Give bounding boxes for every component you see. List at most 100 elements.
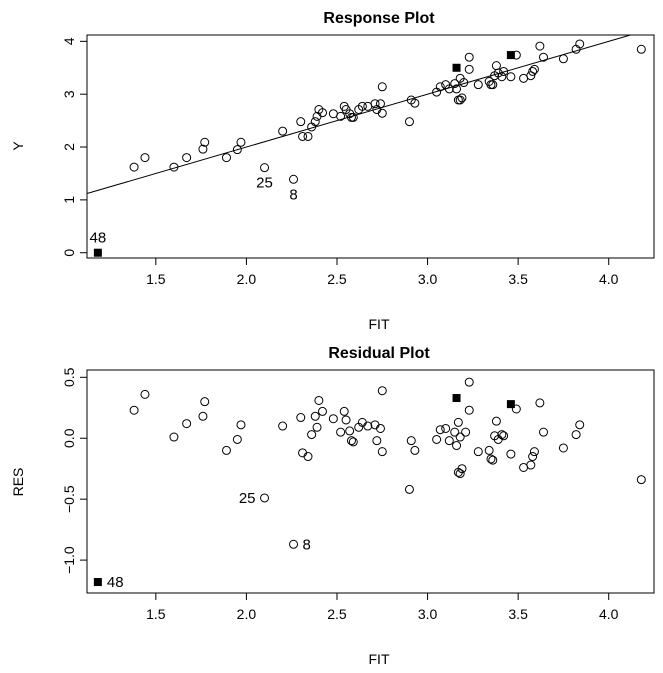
data-point: [488, 455, 498, 465]
data-point: [140, 153, 150, 163]
data-point: [636, 475, 646, 485]
point-annotation: 8: [289, 186, 297, 203]
data-point: [435, 82, 445, 92]
highlighted-point: [506, 400, 515, 409]
y-tick-label: 3: [61, 90, 77, 98]
data-point: [453, 417, 463, 427]
data-point: [278, 126, 288, 136]
x-tick-label: 3.0: [418, 271, 438, 287]
data-point: [529, 447, 539, 457]
data-point: [528, 452, 538, 462]
data-point: [499, 66, 509, 76]
y-tick-label: 1: [61, 196, 77, 204]
x-tick-label: 2.5: [327, 271, 347, 287]
x-tick-label: 2.0: [237, 606, 257, 622]
data-point: [506, 72, 516, 82]
highlighted-point: [93, 248, 102, 257]
data-point: [497, 430, 507, 440]
data-point: [455, 432, 465, 442]
y-tick-label: 4: [61, 37, 77, 45]
highlighted-point: [452, 394, 461, 403]
data-point: [200, 397, 210, 407]
response-plot-x-label: FIT: [369, 316, 390, 332]
data-point: [182, 153, 192, 163]
data-point: [441, 423, 451, 433]
x-tick-label: 2.5: [327, 606, 347, 622]
data-point: [310, 117, 320, 127]
point-annotation: 25: [256, 175, 273, 192]
residual-plot-x-label: FIT: [369, 651, 390, 667]
data-point: [406, 436, 416, 446]
data-point: [317, 406, 327, 416]
data-point: [410, 445, 420, 455]
data-point: [339, 406, 349, 416]
y-tick-label: 2: [61, 143, 77, 151]
data-point: [529, 64, 539, 74]
data-point: [535, 41, 545, 51]
data-point: [232, 145, 242, 155]
response-plot-y-axis: 0 1 2 3 4: [61, 37, 87, 257]
data-point: [538, 427, 548, 437]
data-point: [377, 447, 387, 457]
data-point: [506, 449, 516, 459]
data-point: [511, 404, 521, 414]
data-point: [484, 445, 494, 455]
data-point: [260, 163, 270, 173]
highlighted-point: [452, 63, 461, 72]
data-point: [461, 427, 471, 437]
data-point: [464, 52, 474, 62]
data-point: [169, 162, 179, 172]
data-point: [528, 66, 538, 76]
data-point: [370, 420, 380, 430]
data-point: [455, 469, 465, 479]
data-point: [491, 416, 501, 426]
data-point: [435, 425, 445, 435]
data-point: [357, 101, 367, 111]
x-tick-label: 3.5: [508, 271, 528, 287]
data-point: [289, 539, 299, 549]
data-point: [535, 398, 545, 408]
response-plot-frame: [86, 34, 655, 259]
data-point: [232, 434, 242, 444]
data-point: [375, 99, 385, 109]
data-point: [410, 98, 420, 108]
y-tick-label: 0.0: [61, 428, 77, 448]
residual-plot-points: [93, 377, 646, 587]
data-point: [499, 431, 509, 441]
residual-plot-y-label: RES: [10, 468, 26, 497]
data-point: [497, 72, 507, 82]
data-point: [363, 421, 373, 431]
x-tick-label: 1.5: [146, 606, 166, 622]
point-annotation: 48: [107, 574, 124, 591]
data-point: [636, 44, 646, 54]
data-point: [575, 420, 585, 430]
response-plot-points: [93, 39, 646, 257]
data-point: [372, 436, 382, 446]
data-point: [488, 80, 498, 90]
data-point: [444, 436, 454, 446]
data-point: [328, 414, 338, 424]
data-point: [473, 447, 483, 457]
data-point: [296, 413, 306, 423]
point-annotation: 8: [303, 536, 311, 553]
data-point: [491, 61, 501, 71]
data-point: [303, 452, 313, 462]
x-tick-label: 3.5: [508, 606, 528, 622]
data-point: [236, 420, 246, 430]
data-point: [348, 437, 358, 447]
data-point: [486, 454, 496, 464]
data-point: [526, 460, 536, 470]
data-point: [336, 111, 346, 121]
data-point: [296, 117, 306, 127]
data-point: [370, 99, 380, 109]
highlighted-point: [93, 578, 102, 587]
data-point: [346, 436, 356, 446]
data-point: [345, 426, 355, 436]
point-annotation: 25: [239, 490, 256, 507]
data-point: [310, 411, 320, 421]
data-point: [129, 162, 139, 172]
data-point: [236, 137, 246, 147]
data-point: [198, 411, 208, 421]
x-tick-label: 4.0: [599, 271, 619, 287]
data-point: [377, 108, 387, 118]
